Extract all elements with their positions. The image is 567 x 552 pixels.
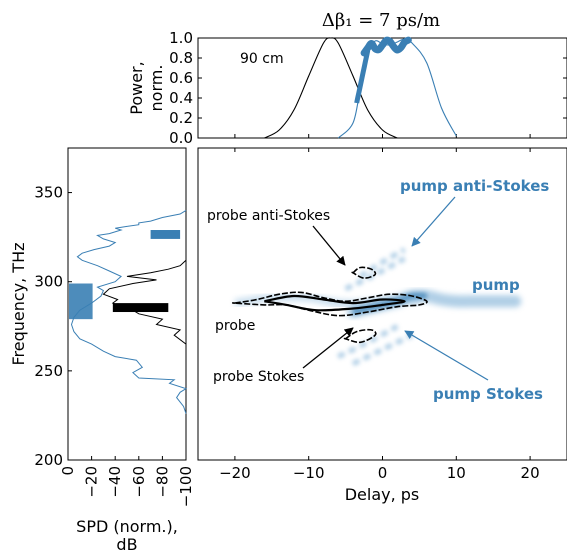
heat-pump-sideband-3 (351, 332, 414, 366)
left-probe-block (112, 303, 169, 313)
main-xtick-label: 10 (447, 464, 466, 482)
heat-pump-sideband-1 (359, 247, 406, 279)
main-xtick-label: −20 (219, 464, 251, 482)
main-xtick-label: 20 (521, 464, 540, 482)
top-ytick-label: 0.2 (169, 109, 193, 127)
main-xtick-label: 0 (378, 464, 388, 482)
top-pump-rise-band (354, 50, 371, 104)
top-ytick-label: 0.6 (169, 69, 193, 87)
main-xtick-label: −10 (293, 464, 325, 482)
left-xtick-label: −80 (153, 466, 171, 498)
left-series-pump (70, 209, 188, 414)
annotation-90cm: 90 cm (240, 51, 284, 67)
top-ytick-label: 0.0 (169, 129, 193, 147)
arrow-pump-anti-stokes (411, 196, 456, 247)
left-xtick-label: −60 (130, 466, 148, 498)
left-pump-block (69, 283, 93, 320)
probe-contour-inner (264, 294, 406, 312)
label-pump-anti-stokes: pump anti-Stokes (400, 177, 549, 195)
top-ylabel-line1: Power, (127, 61, 146, 114)
top-series-line-0 (264, 37, 398, 139)
arrow-probe-stokes (302, 327, 354, 369)
probe-anti-stokes-contour (351, 266, 377, 279)
left-ylabel: Frequency, THz (9, 242, 28, 365)
left-panel-frame (67, 147, 187, 461)
top-pump-noise-band (360, 36, 412, 57)
left-ytick-label: 300 (34, 273, 63, 291)
left-pump-block-upper (150, 230, 181, 239)
left-series-probe (102, 259, 187, 345)
left-xtick-label: −100 (177, 466, 195, 507)
main-xlabel: Delay, ps (345, 485, 420, 504)
left-ytick-label: 250 (34, 362, 63, 380)
top-panel: 0.0 0.2 0.4 0.6 0.8 1.0 90 cm Power, norm. (127, 29, 567, 147)
left-xtick-label: 0 (59, 466, 77, 476)
top-ytick-label: 0.4 (169, 89, 193, 107)
arrow-probe-anti-stokes (312, 225, 346, 266)
left-xlabel-line1: SPD (norm.), (76, 517, 178, 536)
left-ytick-label: 200 (34, 451, 63, 469)
left-xtick-label: −20 (83, 466, 101, 498)
label-probe-stokes: probe Stokes (213, 369, 304, 385)
label-probe: probe (215, 318, 255, 334)
probe-stokes-contour (343, 328, 377, 344)
left-xtick-label: −40 (106, 466, 124, 498)
top-ylabel-line2: norm. (147, 65, 166, 112)
left-ytick-label: 350 (34, 184, 63, 202)
top-ytick-label: 0.8 (169, 49, 193, 67)
heat-pump-sideband-2 (337, 324, 399, 359)
label-pump-stokes: pump Stokes (433, 385, 543, 403)
top-series-line-1 (337, 38, 457, 139)
main-panel: −20 −10 0 10 20 pump anti-Stokes pump pump S… (197, 147, 567, 504)
left-panel: 0 −20 −40 −60 −80 −100 200 250 300 350 Frequency,… (9, 147, 195, 552)
label-pump: pump (472, 276, 520, 294)
top-ytick-label: 1.0 (169, 29, 193, 47)
left-xlabel-line2: dB (116, 535, 137, 552)
chart-title: Δβ₁ = 7 ps/m (322, 10, 440, 31)
arrow-pump-stokes (404, 330, 489, 381)
label-probe-anti-stokes: probe anti-Stokes (207, 208, 330, 224)
